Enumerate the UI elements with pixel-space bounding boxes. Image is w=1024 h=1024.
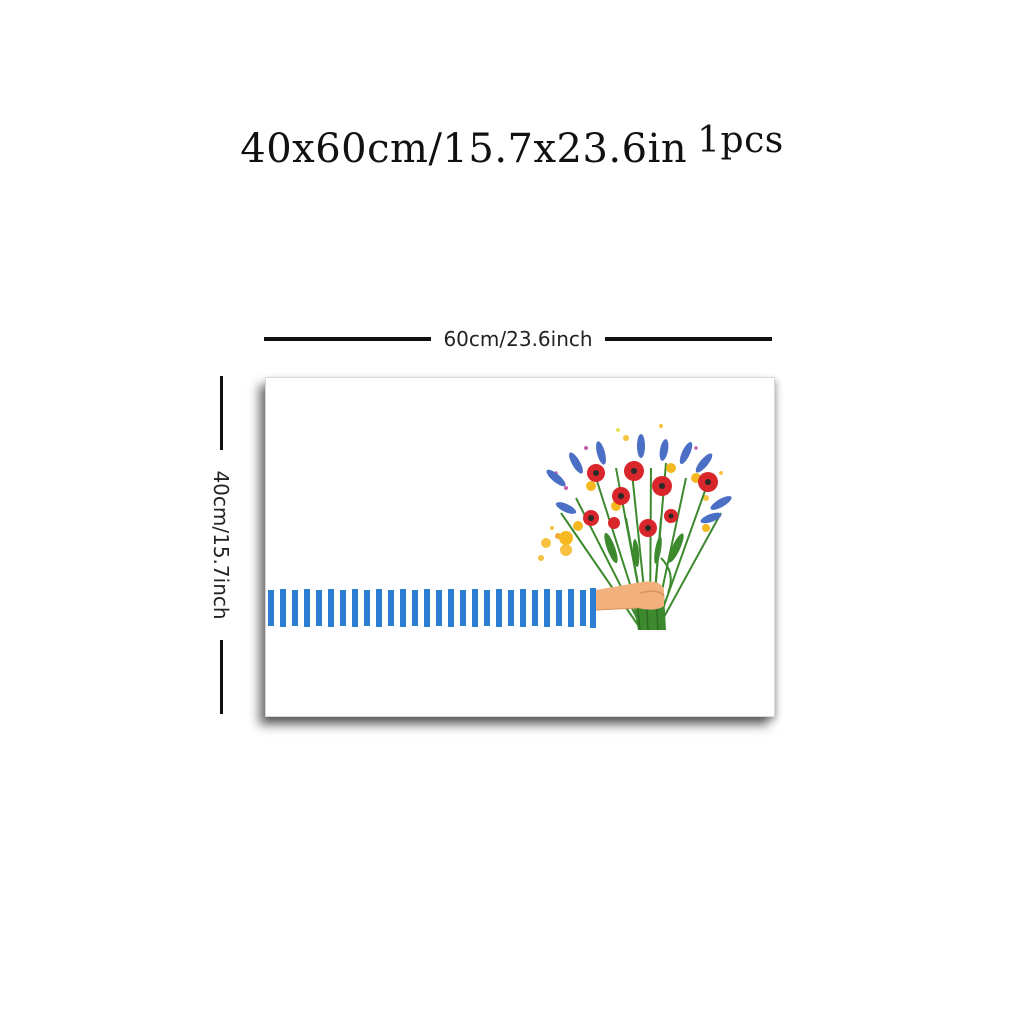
height-dimension: 40cm/15.7inch xyxy=(205,376,237,714)
height-line-bottom xyxy=(219,640,223,714)
bouquet-artwork xyxy=(266,424,732,631)
quantity-text: 1pcs xyxy=(697,120,784,161)
width-dimension: 60cm/23.6inch xyxy=(264,323,773,355)
leaves xyxy=(604,532,684,567)
poppy-flowers xyxy=(583,461,718,537)
yellow-flowers xyxy=(559,463,710,545)
striped-sleeve xyxy=(266,588,596,628)
size-text: 40x60cm/15.7x23.6in xyxy=(240,126,688,172)
width-line-left xyxy=(264,337,432,341)
width-line-right xyxy=(604,337,773,341)
paint-splatter xyxy=(538,424,723,561)
height-line-top xyxy=(219,376,223,450)
hand xyxy=(595,581,665,611)
canvas-print xyxy=(265,377,775,717)
width-label: 60cm/23.6inch xyxy=(443,327,593,351)
size-title: 40x60cm/15.7x23.6in 1pcs xyxy=(0,120,1024,172)
height-label: 40cm/15.7inch xyxy=(209,470,233,620)
lavender-flowers xyxy=(546,434,732,524)
